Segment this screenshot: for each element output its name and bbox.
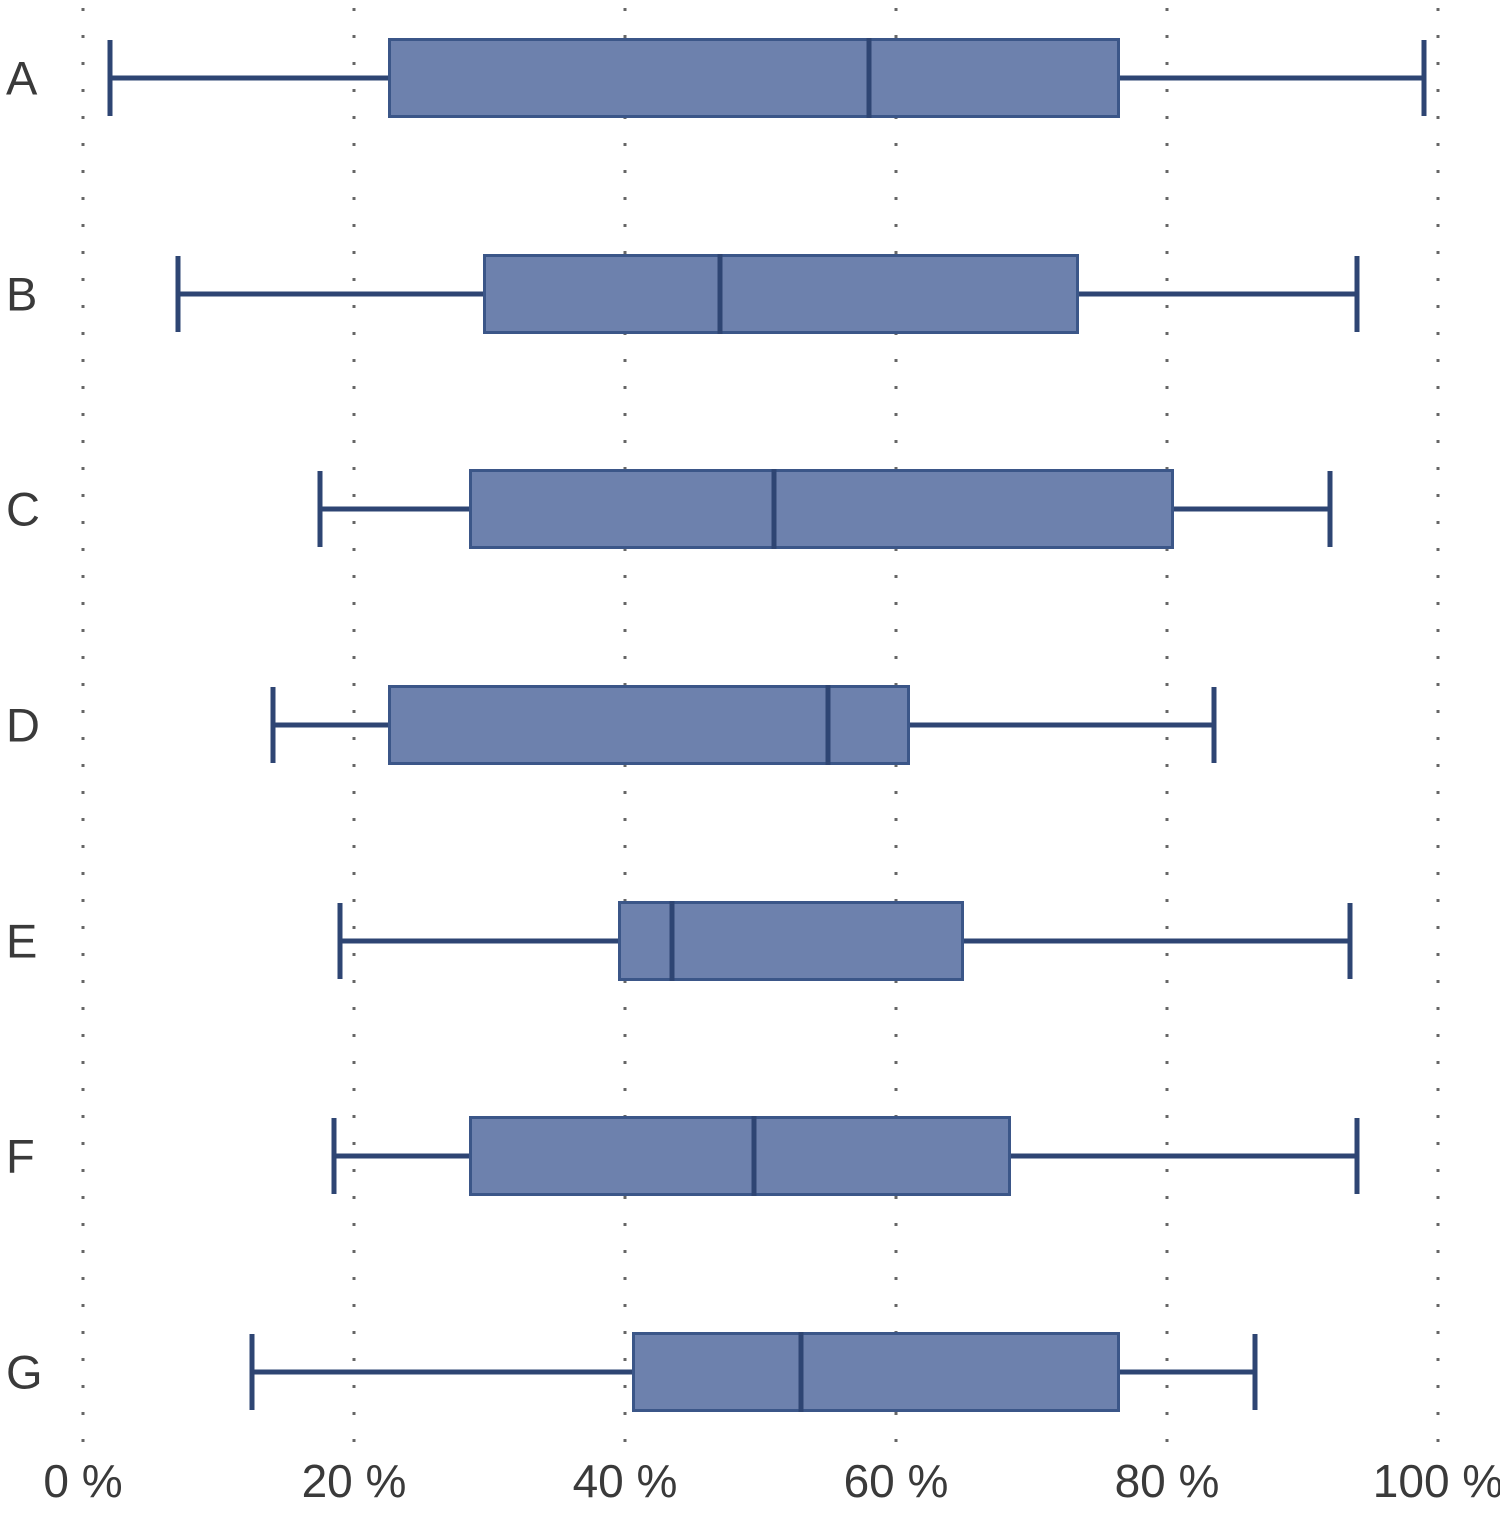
x-tick-label-40: 40 %	[572, 1455, 678, 1507]
gridline-0	[81, 8, 85, 1448]
whisker-cap-max	[1327, 471, 1333, 548]
gridline-80	[1165, 8, 1169, 1448]
median-line	[771, 469, 777, 550]
iqr-box	[469, 1116, 1012, 1197]
median-line	[798, 1332, 804, 1413]
x-tick-label-60: 60 %	[843, 1455, 949, 1507]
median-line	[751, 1116, 757, 1197]
category-label-C: C	[6, 482, 40, 536]
whisker-cap-max	[1347, 902, 1353, 979]
whisker-cap-min	[270, 687, 276, 763]
whisker-cap-max	[1354, 1118, 1360, 1195]
whisker-cap-min	[107, 40, 113, 116]
whisker-cap-max	[1252, 1334, 1258, 1411]
median-line	[717, 253, 723, 334]
iqr-box	[387, 685, 910, 765]
whisker-cap-max	[1211, 687, 1217, 763]
gridline-100	[1436, 8, 1440, 1448]
x-tick-label-20: 20 %	[301, 1455, 407, 1507]
iqr-box	[482, 253, 1079, 334]
iqr-box	[631, 1332, 1120, 1413]
whisker-cap-min	[249, 1334, 255, 1411]
gridline-20	[352, 8, 356, 1448]
whisker-cap-min	[337, 902, 343, 979]
x-tick-label-80: 80 %	[1114, 1455, 1220, 1507]
x-tick-label-0: 0 %	[43, 1455, 123, 1507]
category-label-D: D	[6, 698, 40, 752]
whisker-cap-min	[317, 471, 323, 548]
category-label-F: F	[6, 1129, 35, 1183]
iqr-box	[618, 900, 964, 981]
category-label-B: B	[6, 267, 38, 321]
median-line	[866, 38, 872, 118]
x-tick-label-100: 100 %	[1372, 1455, 1500, 1507]
category-label-E: E	[6, 914, 38, 968]
category-label-G: G	[6, 1345, 43, 1399]
whisker-cap-max	[1421, 40, 1427, 116]
plot-area	[81, 0, 1440, 1456]
iqr-box	[387, 38, 1120, 118]
median-line	[669, 900, 675, 981]
whisker-cap-min	[331, 1118, 337, 1195]
whisker-cap-min	[175, 255, 181, 332]
category-label-A: A	[6, 51, 38, 105]
whisker-cap-max	[1354, 255, 1360, 332]
median-line	[825, 685, 831, 765]
iqr-box	[469, 469, 1174, 550]
